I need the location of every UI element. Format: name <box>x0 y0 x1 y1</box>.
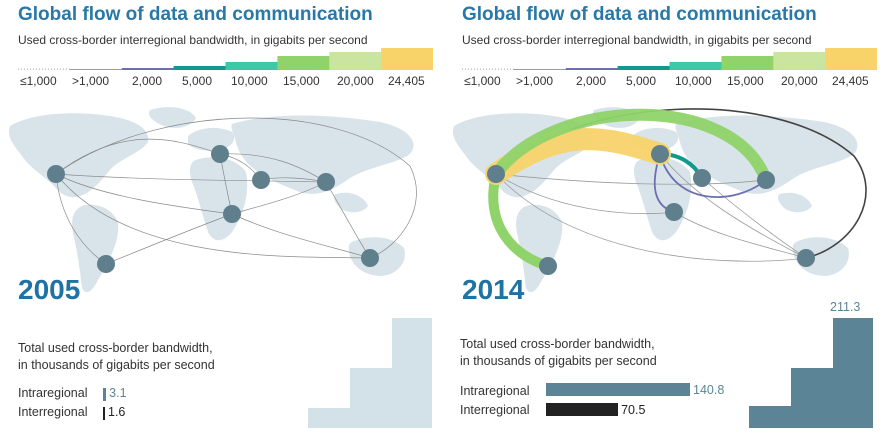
legend-segment <box>18 68 71 70</box>
hub-europe <box>651 145 669 163</box>
row-label-interregional: Interregional <box>18 405 88 419</box>
hub-middle-east <box>693 169 711 187</box>
world-map-2014 <box>452 107 867 293</box>
legend-bar <box>462 48 877 70</box>
total-bandwidth-label: Total used cross-border bandwidth, in th… <box>460 336 657 370</box>
legend-label: 24,405 <box>388 74 425 88</box>
legend-segment <box>825 48 877 70</box>
legend-segment <box>225 62 278 70</box>
total-stairs-2005 <box>308 318 432 428</box>
legend-segment <box>669 62 722 70</box>
world-map-2005 <box>8 107 417 293</box>
legend-label: 5,000 <box>626 74 657 88</box>
row-label-interregional: Interregional <box>460 403 530 417</box>
legend-label: ≤1,000 <box>464 74 501 88</box>
year-label: 2005 <box>18 274 81 305</box>
legend-segment <box>277 56 330 70</box>
panel-2005: Global flow of data and communication Us… <box>0 0 436 438</box>
legend-segment <box>462 68 515 70</box>
hub-middle-east <box>252 171 270 189</box>
row-label-intraregional: Intraregional <box>18 386 88 400</box>
legend-label: 15,000 <box>727 74 764 88</box>
value-interregional: 70.5 <box>621 403 646 417</box>
total-label-line1: Total used cross-border bandwidth, <box>18 341 213 355</box>
legend-bar <box>18 48 433 70</box>
legend-segment <box>773 52 826 70</box>
total-bandwidth-label: Total used cross-border bandwidth, in th… <box>18 340 215 374</box>
legend-segment <box>617 66 670 70</box>
panel-2014: Global flow of data and communication Us… <box>444 0 880 438</box>
legend-label: >1,000 <box>72 74 110 88</box>
row-label-intraregional: Intraregional <box>460 384 530 398</box>
legend-segment <box>121 68 175 70</box>
total-value-2014: 211.3 <box>830 300 861 314</box>
legend-label: >1,000 <box>516 74 554 88</box>
hub-nodes <box>47 145 379 273</box>
total-label-line1: Total used cross-border bandwidth, <box>460 337 655 351</box>
total-label-line2: in thousands of gigabits per second <box>18 358 215 372</box>
hub-oceania <box>797 249 815 267</box>
legend-segment <box>329 52 382 70</box>
value-intraregional: 140.8 <box>693 383 725 397</box>
legend-label: 15,000 <box>283 74 320 88</box>
bar-intraregional <box>546 383 690 396</box>
legend-segment <box>513 69 567 70</box>
continents <box>8 107 414 293</box>
legend-segment <box>69 69 123 70</box>
legend-label: 2,000 <box>576 74 607 88</box>
legend-labels: ≤1,000 >1,000 2,000 5,000 10,000 15,000 … <box>462 74 877 88</box>
legend-label: 10,000 <box>675 74 712 88</box>
hub-asia <box>757 171 775 189</box>
panel-subtitle: Used cross-border interregional bandwidt… <box>462 33 812 47</box>
hub-africa <box>223 205 241 223</box>
legend-label: 2,000 <box>132 74 163 88</box>
hub-oceania <box>361 249 379 267</box>
legend-label: 20,000 <box>781 74 818 88</box>
legend-segment <box>381 48 433 70</box>
bar-interregional <box>546 403 619 416</box>
legend-segment <box>565 68 619 70</box>
legend-label: 20,000 <box>337 74 374 88</box>
hub-north-america <box>47 165 65 183</box>
value-intraregional: 3.1 <box>109 386 127 400</box>
legend-segment <box>173 66 226 70</box>
legend-label: 10,000 <box>231 74 268 88</box>
panel-subtitle: Used cross-border interregional bandwidt… <box>18 33 368 47</box>
hub-north-america <box>487 165 505 183</box>
value-interregional: 1.6 <box>108 405 126 419</box>
legend-label: ≤1,000 <box>20 74 57 88</box>
continents <box>452 107 858 293</box>
hub-south-america <box>539 257 557 275</box>
hub-nodes <box>487 145 815 275</box>
hub-south-america <box>97 255 115 273</box>
hub-africa <box>665 203 683 221</box>
year-label: 2014 <box>462 274 525 305</box>
hub-asia <box>317 173 335 191</box>
bar-interregional <box>103 407 105 420</box>
bar-intraregional <box>103 388 107 401</box>
legend-labels: ≤1,000 >1,000 2,000 5,000 10,000 15,000 … <box>18 74 433 88</box>
total-stairs-2014 <box>749 318 873 428</box>
panel-title: Global flow of data and communication <box>462 4 817 25</box>
flows-2005 <box>55 117 417 265</box>
total-label-line2: in thousands of gigabits per second <box>460 354 657 368</box>
legend-segment <box>721 56 774 70</box>
legend-label: 24,405 <box>832 74 869 88</box>
legend-label: 5,000 <box>182 74 213 88</box>
panel-title: Global flow of data and communication <box>18 4 373 25</box>
hub-europe <box>211 145 229 163</box>
